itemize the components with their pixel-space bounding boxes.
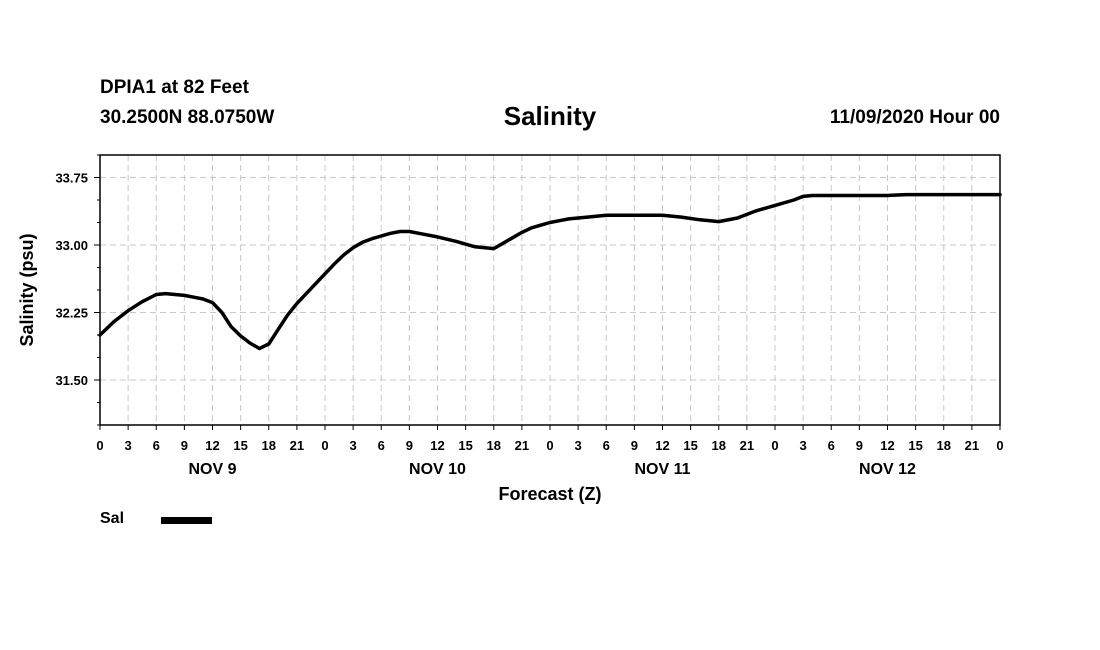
x-tick-label: 9 (856, 438, 863, 453)
day-label: NOV 9 (188, 461, 236, 478)
x-tick-label: 18 (712, 438, 726, 453)
x-tick-label: 18 (487, 438, 501, 453)
x-tick-label: 18 (937, 438, 951, 453)
x-tick-label: 18 (262, 438, 276, 453)
x-tick-label: 12 (430, 438, 444, 453)
x-tick-label: 0 (996, 438, 1003, 453)
x-tick-label: 9 (406, 438, 413, 453)
x-tick-label: 21 (515, 438, 529, 453)
y-tick-label: 32.25 (55, 306, 88, 321)
x-tick-label: 12 (880, 438, 894, 453)
x-tick-label: 3 (125, 438, 132, 453)
series-line-sal (98, 192, 1002, 351)
x-tick-label: 6 (378, 438, 385, 453)
y-tick-label: 33.00 (55, 238, 88, 253)
issue-time: 11/09/2020 Hour 00 (829, 107, 1000, 128)
x-tick-label: 9 (631, 438, 638, 453)
x-tick-label: 0 (771, 438, 778, 453)
x-tick-label: 3 (800, 438, 807, 453)
day-label: NOV 10 (409, 461, 466, 478)
x-tick-label: 15 (233, 438, 247, 453)
x-tick-label: 12 (655, 438, 669, 453)
station-label: DPIA1 at 82 Feet (100, 77, 249, 98)
x-tick-label: 6 (828, 438, 835, 453)
day-label: NOV 12 (859, 461, 916, 478)
day-label: NOV 11 (634, 461, 690, 478)
x-tick-label: 6 (153, 438, 160, 453)
x-tick-label: 0 (96, 438, 103, 453)
x-tick-label: 21 (740, 438, 754, 453)
x-tick-label: 21 (290, 438, 304, 453)
x-tick-label: 0 (321, 438, 328, 453)
station-coordinates: 30.2500N 88.0750W (100, 107, 275, 128)
y-axis-label: Salinity (psu) (17, 233, 37, 346)
chart-title: Salinity (503, 101, 597, 131)
x-tick-label: 15 (683, 438, 697, 453)
x-tick-label: 15 (908, 438, 922, 453)
x-tick-label: 3 (350, 438, 357, 453)
x-tick-label: 9 (181, 438, 188, 453)
x-axis-label: Forecast (Z) (498, 484, 601, 504)
x-tick-label: 21 (965, 438, 979, 453)
y-tick-label: 31.50 (55, 373, 88, 388)
x-tick-label: 0 (546, 438, 553, 453)
y-tick-label: 33.75 (55, 171, 88, 186)
x-tick-label: 12 (205, 438, 219, 453)
legend-swatch (161, 517, 212, 524)
x-tick-label: 15 (458, 438, 472, 453)
x-tick-label: 6 (603, 438, 610, 453)
x-tick-label: 3 (575, 438, 582, 453)
legend-label: Sal (100, 510, 125, 527)
